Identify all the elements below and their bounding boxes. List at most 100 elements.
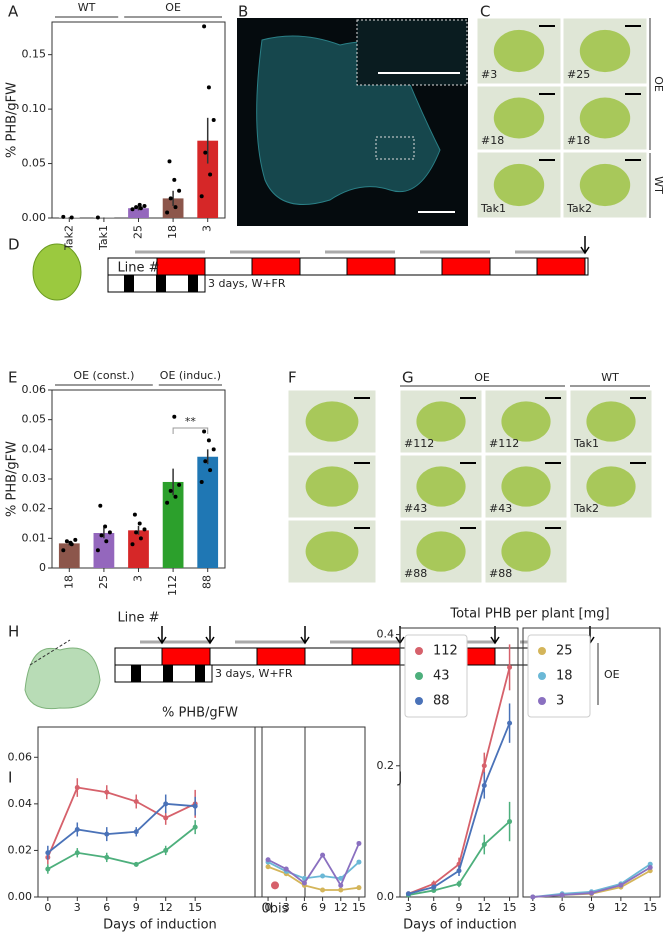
- marker: [104, 789, 110, 795]
- red-phase: [251, 257, 301, 276]
- data-point: [64, 539, 69, 544]
- data-point: [203, 150, 208, 155]
- plant: [501, 466, 551, 507]
- x-tick-label: 25: [132, 225, 145, 239]
- data-point: [142, 527, 147, 532]
- x-tick-label: 88: [201, 575, 214, 589]
- marker: [104, 831, 110, 837]
- marker: [265, 864, 271, 870]
- data-point: [173, 205, 178, 210]
- data-point: [142, 204, 147, 209]
- thallus-icon: [24, 647, 101, 710]
- data-point: [172, 414, 177, 419]
- legend-swatch: [415, 672, 423, 680]
- inset-box: [375, 136, 415, 160]
- data-point: [134, 205, 139, 210]
- dark-phase: [131, 665, 141, 682]
- dark-phase: [195, 665, 205, 682]
- panel-letter: G: [402, 369, 414, 387]
- x-axis-label: Days of induction: [403, 918, 517, 933]
- legend-swatch: [538, 647, 546, 655]
- marker: [647, 864, 653, 870]
- bar: [197, 140, 219, 218]
- marker: [74, 850, 80, 856]
- timeline-label: 3 days, W+FR: [208, 277, 286, 290]
- data-point: [177, 482, 182, 487]
- x-tick-label: 112: [166, 575, 179, 596]
- data-point: [138, 206, 143, 211]
- x-tick-label: 3: [74, 901, 81, 914]
- marker: [589, 890, 594, 896]
- data-point: [107, 530, 112, 535]
- y-tick-label: 0.05: [22, 157, 47, 170]
- data-point: [208, 172, 213, 177]
- data-point: [168, 196, 173, 201]
- marker: [559, 892, 565, 898]
- chart-title: % PHB/gFW: [162, 706, 238, 721]
- plot-frame: [261, 726, 366, 898]
- x-tick-label: 0: [44, 901, 51, 914]
- y-tick-label: 0.0: [377, 890, 395, 903]
- legend-swatch: [538, 697, 546, 705]
- y-tick-label: 0.10: [22, 102, 47, 115]
- y-tick-label: 0: [39, 561, 46, 574]
- x-tick-label: 12: [477, 901, 491, 914]
- photo-label: #112: [404, 437, 434, 450]
- x-tick-label: 12: [334, 901, 348, 914]
- plant: [579, 97, 631, 139]
- x-axis-label: Line #: [117, 611, 159, 626]
- data-point: [211, 447, 216, 452]
- marker: [133, 799, 139, 805]
- x-tick-label: 15: [503, 901, 517, 914]
- data-point: [98, 503, 103, 508]
- legend-box: [527, 634, 591, 718]
- marker: [283, 866, 289, 872]
- y-axis-label: % PHB/gFW: [5, 82, 20, 158]
- marker: [45, 850, 51, 856]
- x-tick-label: 12: [614, 901, 628, 914]
- group-label: OE (induc.): [160, 369, 221, 382]
- data-point: [68, 540, 73, 545]
- photo-label: #43: [489, 502, 512, 515]
- x-tick-label: 9: [133, 901, 140, 914]
- data-point: [199, 194, 204, 199]
- panel-letter: A: [8, 3, 19, 21]
- data-point: [69, 215, 74, 220]
- group-label: WT: [78, 1, 96, 14]
- data-point: [202, 24, 207, 29]
- legend-swatch: [538, 672, 546, 680]
- photo-label: Tak2: [566, 202, 592, 215]
- group-label: OE: [165, 1, 181, 14]
- data-point: [206, 438, 211, 443]
- data-point: [73, 537, 78, 542]
- y-tick-label: 0.00: [8, 890, 33, 903]
- y-tick-label: 0.03: [22, 472, 47, 485]
- marker: [320, 852, 326, 858]
- panel-letter: I: [8, 769, 12, 787]
- legend-swatch: [415, 697, 423, 705]
- data-point: [199, 479, 204, 484]
- x-axis-label: Line #: [117, 261, 159, 276]
- marker: [74, 785, 80, 791]
- plant: [579, 29, 631, 73]
- panel-letter: H: [8, 623, 19, 641]
- y-tick-label: 0.2: [377, 759, 395, 772]
- legend-label: 3: [556, 694, 564, 709]
- plant: [305, 466, 359, 507]
- annotation: **: [185, 415, 197, 428]
- plant: [501, 401, 551, 442]
- plant: [586, 466, 636, 507]
- marker: [456, 868, 462, 874]
- timeline-label: 3 days, W+FR: [215, 667, 293, 680]
- marker: [481, 763, 487, 769]
- marker: [507, 720, 513, 726]
- series-line: [267, 865, 360, 891]
- marker: [133, 861, 139, 867]
- data-point: [202, 429, 207, 434]
- data-point: [168, 488, 173, 493]
- x-tick-label: 18: [166, 225, 179, 239]
- marker: [192, 824, 198, 830]
- marker: [338, 875, 344, 881]
- x-tick-label: 6: [430, 901, 437, 914]
